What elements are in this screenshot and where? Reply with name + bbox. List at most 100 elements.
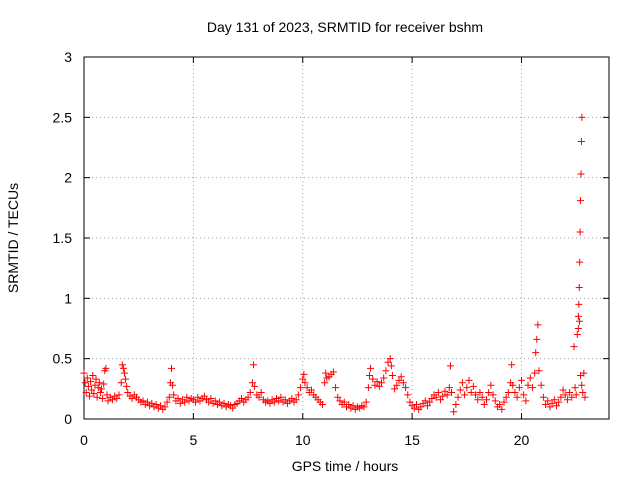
- data-point: [329, 368, 337, 376]
- data-point: [496, 401, 504, 409]
- data-point: [434, 388, 442, 396]
- data-point: [161, 403, 169, 411]
- data-point: [364, 384, 372, 392]
- data-point: [277, 393, 285, 401]
- data-point: [575, 283, 583, 291]
- data-point: [480, 401, 488, 409]
- data-point: [139, 397, 147, 405]
- data-point: [432, 393, 440, 401]
- data-point: [349, 402, 357, 410]
- data-point: [387, 362, 395, 370]
- data-point: [113, 394, 121, 402]
- data-point: [100, 380, 108, 388]
- data-point: [375, 382, 383, 390]
- data-point: [575, 300, 583, 308]
- data-point: [417, 403, 425, 411]
- data-point: [82, 388, 90, 396]
- data-point: [483, 396, 490, 404]
- x-axis-label: GPS time / hours: [292, 458, 399, 474]
- data-point: [572, 391, 580, 399]
- data-point: [148, 399, 156, 407]
- data-point: [365, 372, 373, 380]
- data-point: [229, 404, 237, 412]
- data-point: [321, 379, 329, 387]
- data-point: [568, 393, 576, 401]
- data-point: [322, 369, 330, 377]
- data-point: [465, 376, 473, 384]
- data-point: [561, 391, 569, 399]
- data-point: [526, 374, 534, 382]
- data-point: [246, 388, 254, 396]
- x-tick-label: 0: [80, 432, 88, 448]
- data-point: [437, 396, 445, 404]
- data-point: [152, 401, 160, 409]
- data-point: [207, 394, 215, 402]
- data-point: [467, 388, 475, 396]
- chart-title: Day 131 of 2023, SRMTID for receiver bsh…: [207, 19, 483, 35]
- data-point: [557, 393, 565, 401]
- data-point: [571, 384, 579, 392]
- data-point: [238, 394, 245, 402]
- data-point: [574, 312, 582, 320]
- data-point: [384, 358, 392, 366]
- data-point: [104, 397, 112, 405]
- data-point: [511, 388, 519, 396]
- data-point: [474, 396, 482, 404]
- data-point: [531, 369, 539, 377]
- data-point: [472, 391, 480, 399]
- data-point: [332, 384, 340, 392]
- y-tick-label: 1: [64, 290, 72, 306]
- data-point: [520, 391, 528, 399]
- data-point: [553, 402, 560, 410]
- x-tick-label: 15: [404, 432, 420, 448]
- data-point: [334, 393, 342, 401]
- y-tick-label: 0: [64, 411, 72, 427]
- data-point: [446, 362, 454, 370]
- data-point: [244, 393, 252, 401]
- data-point: [534, 321, 542, 329]
- data-point: [118, 361, 126, 369]
- data-point: [458, 379, 466, 387]
- data-point: [399, 379, 407, 387]
- data-point: [577, 137, 585, 145]
- data-point: [297, 384, 305, 392]
- data-point: [288, 394, 296, 402]
- x-tick-label: 10: [295, 432, 311, 448]
- data-point: [580, 369, 588, 377]
- data-point: [504, 388, 512, 396]
- data-point: [362, 398, 370, 406]
- data-point: [576, 228, 584, 236]
- data-point: [439, 392, 447, 400]
- data-point: [281, 396, 289, 404]
- data-points: [80, 113, 589, 416]
- data-point: [577, 197, 585, 205]
- data-point: [528, 384, 536, 392]
- data-point: [391, 385, 399, 393]
- data-point: [454, 393, 462, 401]
- data-point: [500, 398, 508, 406]
- data-point: [542, 401, 550, 409]
- data-point: [165, 393, 173, 401]
- data-point: [299, 375, 307, 383]
- data-point: [99, 394, 107, 402]
- data-point: [143, 398, 151, 406]
- data-point: [360, 403, 368, 411]
- data-point: [393, 381, 401, 389]
- data-point: [406, 398, 414, 406]
- data-point: [476, 388, 484, 396]
- data-point: [211, 397, 219, 405]
- data-point: [257, 388, 265, 396]
- data-point: [441, 387, 449, 395]
- data-point: [345, 401, 353, 409]
- data-point: [371, 381, 379, 389]
- data-point: [579, 388, 587, 396]
- data-point: [183, 393, 191, 401]
- data-point: [216, 398, 224, 406]
- data-point: [502, 393, 510, 401]
- data-point: [181, 398, 189, 406]
- data-point: [336, 397, 344, 405]
- data-point: [508, 361, 516, 369]
- data-point: [169, 381, 177, 389]
- data-point: [413, 401, 420, 409]
